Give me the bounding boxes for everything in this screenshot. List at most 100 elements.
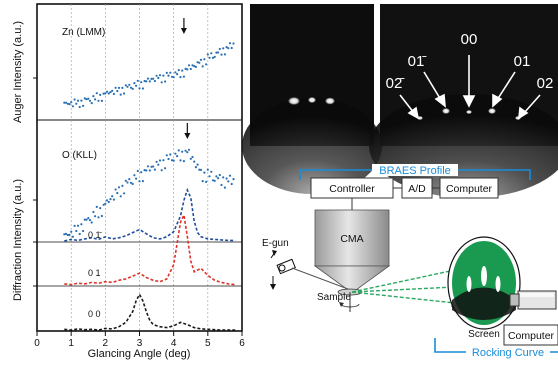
data-point <box>71 235 74 238</box>
data-point <box>189 157 192 160</box>
data-point <box>88 219 92 222</box>
data-point <box>194 65 197 68</box>
x-tick-label: 2 <box>103 338 109 349</box>
data-point <box>111 89 114 92</box>
data-point <box>176 155 179 158</box>
data-point <box>210 52 213 55</box>
annotation-zn: Zn (LMM) <box>62 27 105 38</box>
data-point <box>217 177 220 180</box>
plots <box>63 18 236 331</box>
data-point <box>223 186 226 189</box>
arrow-01 <box>496 71 516 101</box>
data-point <box>129 86 133 89</box>
data-point <box>85 218 88 221</box>
data-point <box>182 75 185 78</box>
data-point <box>152 77 155 80</box>
data-point <box>99 207 102 210</box>
label-00: 00 <box>461 31 478 48</box>
data-point <box>228 42 232 45</box>
data-point <box>206 53 209 56</box>
data-point <box>112 92 115 96</box>
data-point <box>119 93 122 96</box>
data-point <box>87 217 90 220</box>
rocking-title-bg <box>466 346 550 358</box>
data-point <box>129 181 133 184</box>
data-point <box>218 173 221 177</box>
data-point <box>213 179 216 182</box>
data-point <box>155 160 158 163</box>
data-point <box>99 93 102 96</box>
rheed-spot <box>308 97 316 103</box>
data-point <box>78 105 81 109</box>
x-tick-label: 5 <box>205 338 211 349</box>
data-point <box>78 232 81 236</box>
data-point <box>92 210 95 214</box>
data-point <box>179 159 182 162</box>
data-point <box>201 65 204 68</box>
data-point <box>182 160 185 163</box>
diffracted-beam <box>351 291 456 304</box>
data-point <box>206 168 209 171</box>
data-point <box>102 92 105 95</box>
data-point <box>107 92 110 95</box>
data-point <box>102 203 105 206</box>
data-point <box>75 102 78 105</box>
series-label-01: 0 1 <box>88 268 101 278</box>
data-point <box>90 221 93 224</box>
data-point <box>76 224 80 227</box>
data-point <box>68 103 71 106</box>
data-point <box>88 99 92 102</box>
series-label-00: 0 0 <box>88 309 101 319</box>
data-point <box>141 180 144 183</box>
x-tick-label: 6 <box>239 338 245 349</box>
camera-icon <box>509 290 557 310</box>
data-point <box>123 92 126 95</box>
arrow-01bar-head <box>434 93 446 108</box>
data-point <box>193 160 196 163</box>
data-point <box>100 99 103 102</box>
data-point <box>232 42 235 45</box>
data-point <box>73 98 76 101</box>
data-point <box>150 165 153 168</box>
data-point <box>131 87 134 90</box>
data-point <box>199 168 203 171</box>
data-point <box>222 47 225 50</box>
data-point <box>80 223 83 226</box>
data-point <box>177 69 180 72</box>
data-point <box>191 64 194 67</box>
data-point <box>193 65 196 68</box>
schematic: BRAES Profile Controller A/D Computer CM… <box>262 164 558 359</box>
x-tick-label: 1 <box>68 338 74 349</box>
data-point <box>141 87 144 90</box>
data-point <box>104 202 107 205</box>
data-point <box>126 181 129 184</box>
data-point <box>186 68 189 71</box>
data-point <box>133 82 136 85</box>
data-point <box>215 175 218 178</box>
data-point <box>117 186 121 189</box>
data-point <box>111 195 114 198</box>
data-point <box>225 177 228 180</box>
screen-streak <box>466 276 472 292</box>
data-point <box>109 91 112 94</box>
data-point <box>228 174 232 177</box>
data-point <box>143 79 146 83</box>
data-point <box>64 101 68 104</box>
data-point <box>97 216 100 219</box>
data-point <box>181 69 184 72</box>
data-point <box>123 192 126 195</box>
data-point <box>131 182 134 186</box>
data-point <box>73 224 76 227</box>
diffraction-line <box>64 292 236 331</box>
data-point <box>97 99 100 102</box>
data-point <box>76 99 80 102</box>
data-point <box>146 77 150 80</box>
data-point <box>71 105 74 108</box>
annotation-o: O (KLL) <box>62 150 97 161</box>
data-point <box>217 51 220 54</box>
y-axis-label-auger: Auger Intensity (a.u.) <box>12 21 24 123</box>
data-point <box>85 98 88 101</box>
data-point <box>148 169 151 172</box>
